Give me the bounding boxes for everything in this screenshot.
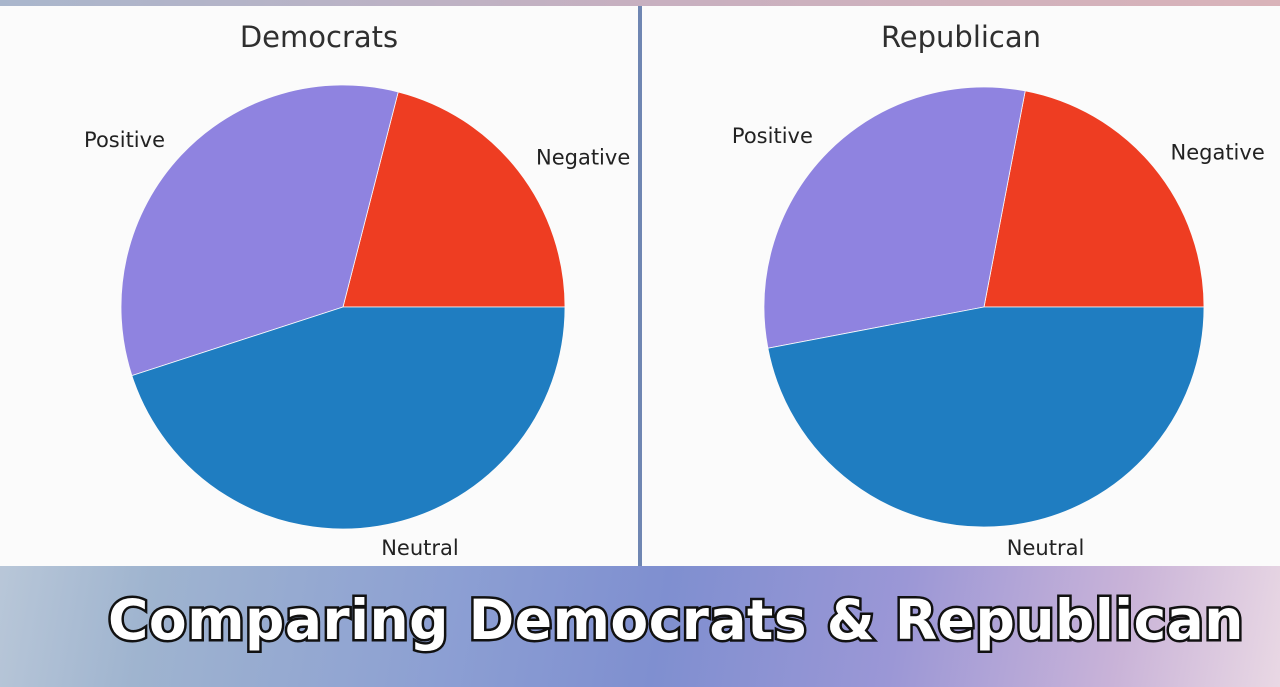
democrats-chart-panel: Democrats Negative Positive Neutral (0, 6, 638, 566)
caption-text: Comparing Democrats & Republican (108, 588, 1244, 652)
pie-slice-negative (983, 90, 1205, 308)
caption-svg: Comparing Democrats & Republican (106, 586, 1246, 655)
democrats-pie-chart: Negative Positive Neutral (84, 84, 630, 560)
pie-slice-positive (763, 86, 1026, 349)
pie-label-neutral: Neutral (381, 536, 459, 560)
pie-label-neutral: Neutral (1007, 536, 1085, 560)
panel-divider (638, 6, 642, 566)
top-strip (0, 0, 1280, 6)
pie-slice-neutral (767, 306, 1205, 528)
chart-title: Democrats (239, 20, 399, 54)
pie-label-negative: Negative (536, 145, 630, 169)
caption-banner: Comparing Democrats & Republican (0, 582, 1280, 662)
republican-pie-chart: Negative Positive Neutral (732, 86, 1265, 560)
pie-label-positive: Positive (732, 124, 813, 148)
pie-label-negative: Negative (1171, 141, 1265, 165)
pie-slice-positive (120, 84, 399, 377)
pie-slice-neutral (131, 306, 566, 530)
pie-slice-negative (342, 91, 566, 308)
chart-title: Republican (880, 20, 1042, 54)
pie-label-positive: Positive (84, 128, 165, 152)
republican-chart-panel: Republican Negative Positive Neutral (642, 6, 1280, 566)
